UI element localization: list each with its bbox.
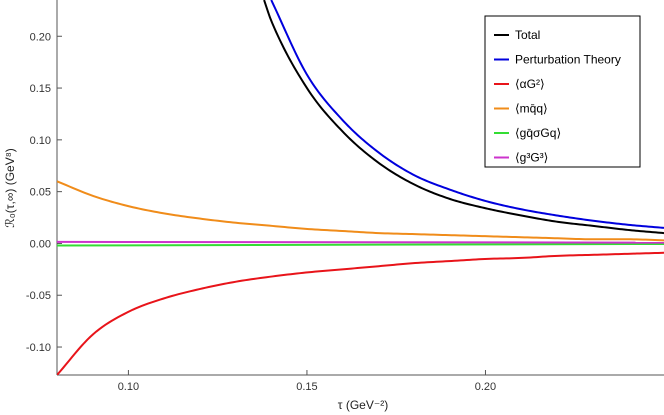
series-line-6 (57, 240, 664, 244)
x-tick-label: 0.10 (118, 381, 139, 393)
y-tick-label: 0.20 (30, 31, 51, 43)
y-tick-label: -0.10 (26, 342, 51, 354)
y-tick-label: 0.05 (30, 187, 51, 199)
series-line-4 (57, 180, 664, 242)
y-tick-label: 0.15 (30, 83, 51, 95)
y-tick-label: 0.00 (30, 238, 51, 250)
series-line-5 (57, 242, 664, 247)
legend-label-3: ⟨αG²⟩ (515, 77, 545, 91)
y-tick-label: -0.05 (26, 290, 51, 302)
x-tick-label: 0.15 (296, 381, 317, 393)
x-tick-label: 0.20 (475, 381, 496, 393)
legend-label-1: Total (515, 28, 540, 42)
legend-label-2: Perturbation Theory (515, 53, 621, 67)
legend-box (484, 15, 641, 168)
series-line-2 (270, 0, 664, 229)
series-line-1 (263, 0, 664, 235)
legend-label-6: ⟨g³G³⟩ (515, 151, 548, 165)
y-axis-title: ℛ₀(τ,∞) (GeV⁸) (3, 148, 17, 228)
legend: Total Perturbation Theory ⟨αG²⟩ ⟨mq̄q⟩ ⟨gq̄σ… (484, 15, 641, 168)
series-line-3 (57, 251, 664, 375)
legend-label-5: ⟨gq̄σGq⟩ (515, 126, 561, 140)
x-axis-title: τ (GeV⁻²) (338, 398, 388, 412)
y-tick-label: 0.10 (30, 135, 51, 147)
legend-label-4: ⟨mq̄q⟩ (515, 102, 548, 116)
